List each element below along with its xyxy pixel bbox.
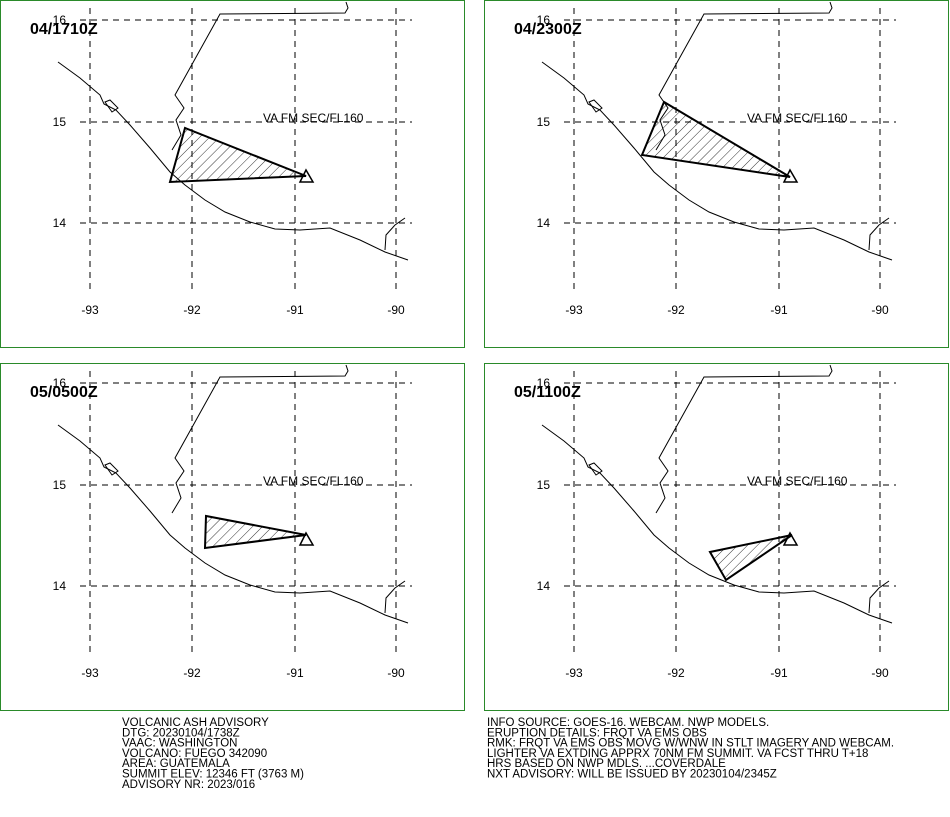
ash-area <box>708 534 793 582</box>
map-panel: -93 -92 -91 -90 16 15 14 04/1710Z VA FM SEC/FL16… <box>0 0 465 348</box>
basemap <box>57 1 413 291</box>
advisory-line: HRS BASED ON NWP MDLS. ...COVERDALE <box>487 758 726 770</box>
lon-label: -93 <box>565 303 583 317</box>
lat-label: 15 <box>537 115 551 129</box>
advisory-line: VOLCANO: FUEGO 342090 <box>122 748 267 760</box>
advisory-line: VAAC: WASHINGTON <box>122 738 237 750</box>
lat-label: 14 <box>537 216 551 230</box>
basemap <box>57 364 413 654</box>
lat-label: 14 <box>53 216 67 230</box>
lon-label: -92 <box>183 303 201 317</box>
map-panel: -93 -92 -91 -90 16 15 14 05/1100Z VA FM SEC/FL16… <box>484 363 949 711</box>
advisory-line: ADVISORY NR: 2023/016 <box>122 779 255 791</box>
panel-border <box>0 0 465 348</box>
lon-label: -93 <box>565 666 583 680</box>
lon-label: -91 <box>286 303 304 317</box>
volcano <box>782 168 799 183</box>
basemap <box>541 364 897 654</box>
ash-label: VA FM SEC/FL160 <box>747 474 848 488</box>
lat-label: 16 <box>53 376 67 390</box>
volcano <box>298 531 315 546</box>
valid-time: 04/2300Z <box>514 21 582 38</box>
lon-label: -90 <box>387 303 405 317</box>
valid-time: 05/1100Z <box>514 384 581 401</box>
lat-label: 14 <box>53 579 67 593</box>
lon-label: -91 <box>770 666 788 680</box>
ash-label: VA FM SEC/FL160 <box>263 111 364 125</box>
lat-label: 15 <box>53 478 67 492</box>
lat-label: 16 <box>537 376 551 390</box>
panel-border <box>484 363 949 711</box>
advisory-line: ERUPTION DETAILS: FRQT VA EMS OBS <box>487 727 707 739</box>
map-panel: -93 -92 -91 -90 16 15 14 04/2300Z VA FM SEC/FL16… <box>484 0 949 348</box>
volcano <box>298 168 315 183</box>
advisory-line: VOLCANIC ASH ADVISORY <box>122 717 269 729</box>
advisory-line: DTG: 20230104/1738Z <box>122 727 240 739</box>
panel-border <box>484 0 949 348</box>
valid-time: 05/0500Z <box>30 384 98 401</box>
lon-label: -93 <box>81 303 99 317</box>
lon-label: -90 <box>871 666 889 680</box>
advisory-line: AREA: GUATEMALA <box>122 758 230 770</box>
lon-label: -91 <box>770 303 788 317</box>
ash-area <box>168 126 307 184</box>
map-panel: -93 -92 -91 -90 16 15 14 05/0500Z VA FM SEC/FL16… <box>0 363 465 711</box>
lon-label: -92 <box>667 666 685 680</box>
lon-label: -91 <box>286 666 304 680</box>
advisory-line: INFO SOURCE: GOES-16. WEBCAM. NWP MODELS… <box>487 717 769 729</box>
lat-label: 16 <box>537 13 551 27</box>
lon-label: -90 <box>871 303 889 317</box>
lon-label: -90 <box>387 666 405 680</box>
ash-area <box>203 514 307 550</box>
advisory-line: SUMMIT ELEV: 12346 FT (3763 M) <box>122 769 304 781</box>
lat-label: 14 <box>537 579 551 593</box>
lon-label: -92 <box>183 666 201 680</box>
ash-label: VA FM SEC/FL160 <box>747 111 848 125</box>
panel-border <box>0 363 465 711</box>
advisory-line: LIGHTER VA EXTDING APPRX 70NM FM SUMMIT.… <box>487 748 868 760</box>
ash-area <box>640 100 791 178</box>
lat-label: 15 <box>53 115 67 129</box>
advisory-line: RMK: FRQT VA EMS OBS MOVG W/WNW IN STLT … <box>487 738 894 750</box>
lat-label: 16 <box>53 13 67 27</box>
valid-time: 04/1710Z <box>30 21 98 38</box>
volcano <box>782 531 799 546</box>
lat-label: 15 <box>537 478 551 492</box>
lon-label: -93 <box>81 666 99 680</box>
lon-label: -92 <box>667 303 685 317</box>
advisory-line: NXT ADVISORY: WILL BE ISSUED BY 20230104… <box>487 769 777 781</box>
ash-label: VA FM SEC/FL160 <box>263 474 364 488</box>
